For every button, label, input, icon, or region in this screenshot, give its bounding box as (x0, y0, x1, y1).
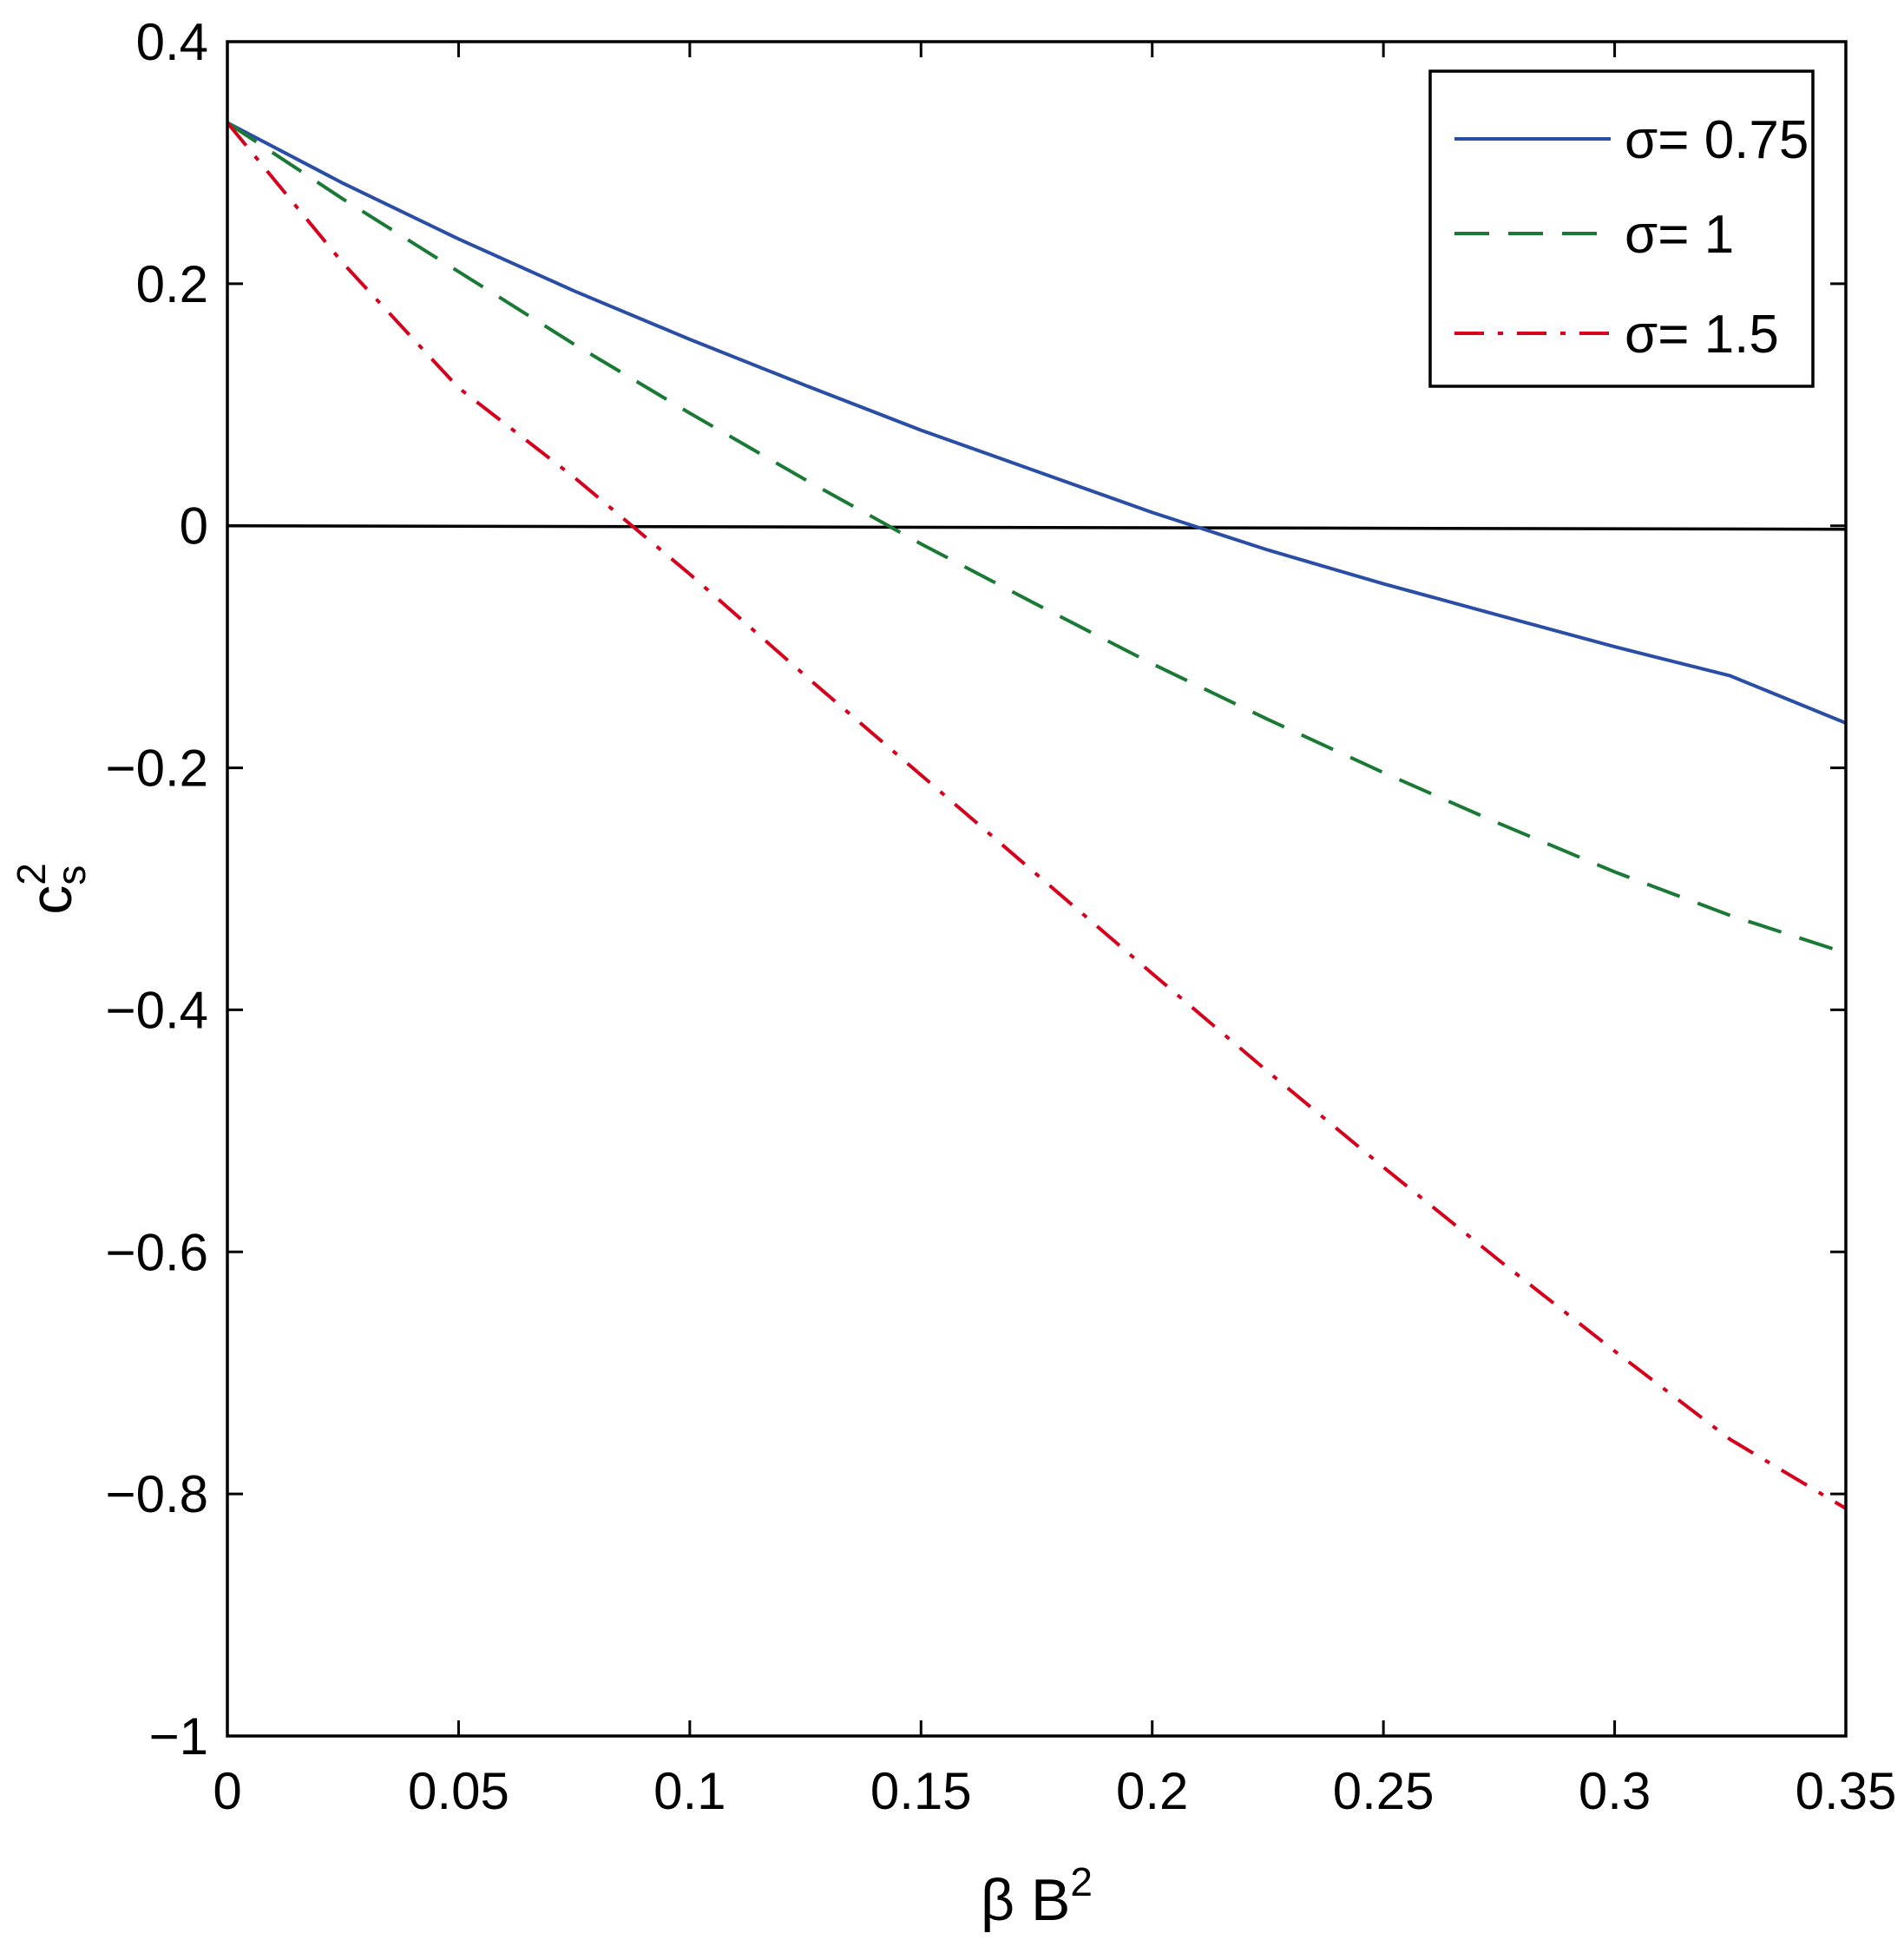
plot-frame (226, 40, 1848, 1738)
x-tick-label: 0.25 (1333, 1762, 1435, 1820)
legend-label: σ= 1.5 (1625, 305, 1779, 365)
legend-label: σ= 0.75 (1625, 110, 1809, 170)
series-line (227, 121, 1847, 725)
legend-box (1428, 69, 1815, 388)
tick-labels: 0 0.05 0.1 0.15 0.2 0.25 0.3 0.35 −1 −0.8 −0.6 −0.4… (106, 13, 1897, 1820)
y-tick-label: −0.6 (106, 1223, 208, 1281)
x-tick-label: 0.15 (870, 1762, 972, 1820)
legend: σ= 0.75 σ= 1 σ= 1.5 (1428, 69, 1815, 388)
y-tick-label: 0.2 (136, 255, 208, 313)
y-axis-label-sub: s (49, 865, 94, 885)
x-tick-label: 0.35 (1796, 1762, 1897, 1820)
zero-reference-line (227, 523, 1847, 531)
y-axis-label-base: c (18, 885, 84, 915)
x-tick-label: 0.05 (408, 1762, 509, 1820)
y-tick-label: 0 (180, 497, 208, 556)
zero-line (227, 523, 1847, 531)
series-lines (226, 121, 1848, 1510)
legend-label: σ= 1 (1625, 205, 1734, 265)
x-axis-label-base: β B (981, 1867, 1070, 1933)
y-axis-label-sup: 2 (9, 863, 54, 885)
y-axis-label: cs2 (9, 863, 94, 915)
y-tick-label: −0.4 (106, 981, 208, 1039)
x-axis-label: β B2 (981, 1859, 1093, 1933)
x-tick-label: 0.1 (653, 1762, 725, 1820)
x-tick-label: 0.3 (1579, 1762, 1651, 1820)
y-tick-label: 0.4 (136, 13, 208, 71)
series-line (226, 122, 1848, 1510)
y-tick-label: −0.2 (106, 740, 208, 798)
y-tick-label: −0.8 (106, 1465, 208, 1523)
x-tick-label: 0.2 (1116, 1762, 1188, 1820)
legend-entries: σ= 0.75 σ= 1 σ= 1.5 (1454, 110, 1809, 365)
x-axis-label-sup: 2 (1070, 1859, 1093, 1904)
x-tick-label: 0 (213, 1762, 241, 1820)
y-tick-label: −1 (149, 1707, 208, 1766)
series-line (226, 121, 1847, 955)
